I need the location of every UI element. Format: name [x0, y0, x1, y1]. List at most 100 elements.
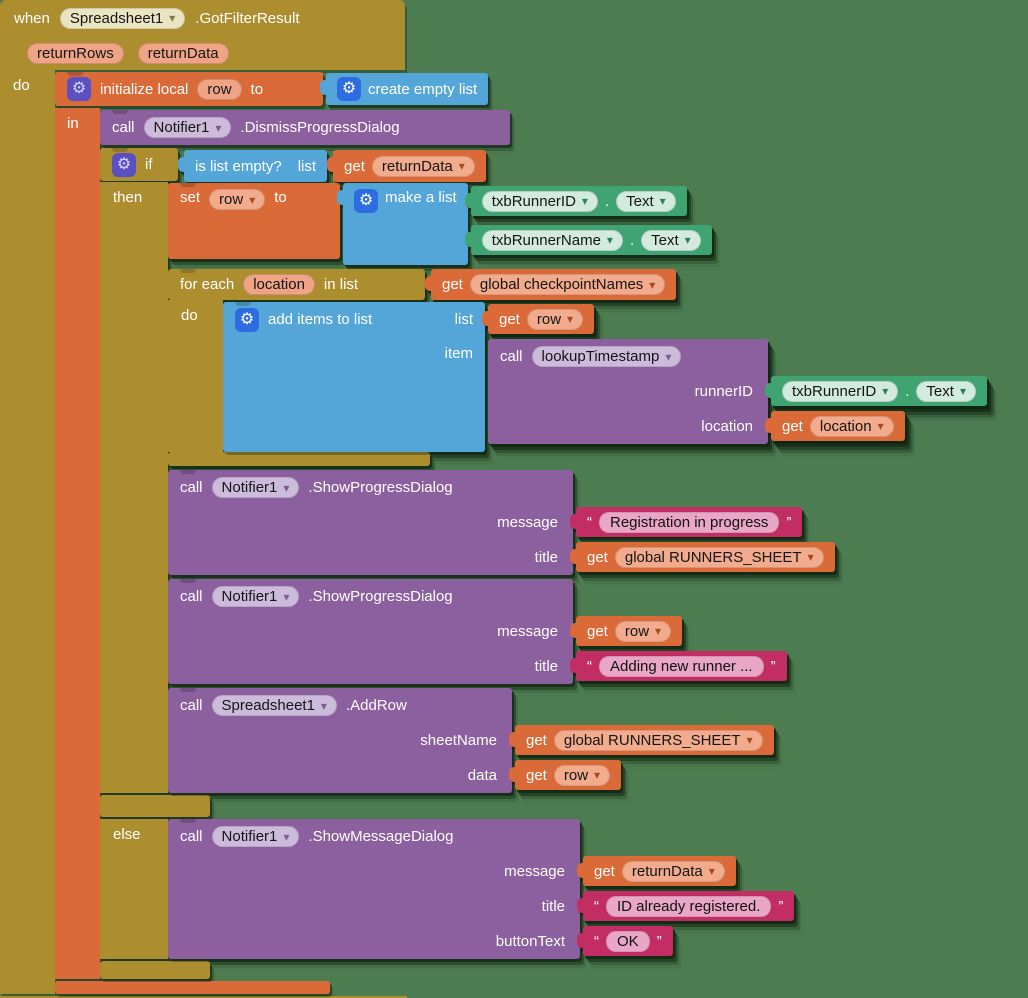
- set-row-block[interactable]: set row to make a list: [168, 183, 712, 265]
- get-row-block[interactable]: get row: [569, 616, 683, 646]
- var-dropdown-location[interactable]: location: [809, 415, 894, 437]
- message-param-label: message: [504, 863, 565, 880]
- property-dropdown-text[interactable]: Text: [641, 229, 701, 251]
- component-dropdown-notifier1[interactable]: Notifier1: [143, 117, 232, 138]
- component-dropdown-spreadsheet1[interactable]: Spreadsheet1: [211, 695, 337, 716]
- component-dropdown-notifier1[interactable]: Notifier1: [211, 826, 300, 847]
- var-dropdown-row[interactable]: row: [614, 620, 672, 642]
- make-a-list-block[interactable]: make a list: [337, 183, 468, 265]
- get-returnData-block[interactable]: get returnData: [577, 856, 736, 886]
- var-dropdown-global-runners-sheet[interactable]: global RUNNERS_SHEET: [614, 546, 824, 568]
- get-label: get: [587, 622, 608, 640]
- var-pill-row[interactable]: row: [197, 78, 242, 100]
- string-value[interactable]: ID already registered.: [606, 895, 772, 917]
- property-dropdown-text[interactable]: Text: [616, 190, 676, 212]
- get-global-runners-sheet-block[interactable]: get global RUNNERS_SHEET: [570, 542, 835, 572]
- is-list-empty-block[interactable]: is list empty? list: [177, 150, 328, 182]
- create-empty-list-block[interactable]: create empty list: [319, 73, 489, 105]
- txbRunnerID-Text-block[interactable]: txbRunnerID . Text: [464, 186, 687, 216]
- string-value[interactable]: OK: [606, 930, 650, 952]
- call-label: call: [180, 697, 203, 714]
- get-returnData-block[interactable]: get returnData: [327, 150, 486, 182]
- string-value[interactable]: Adding new runner ...: [599, 655, 764, 677]
- get-global-checkpointNames-block[interactable]: get global checkpointNames: [424, 269, 677, 300]
- if-block[interactable]: if is list empty? list get returnData: [100, 148, 987, 979]
- var-dropdown-returnData[interactable]: returnData: [621, 860, 725, 882]
- dot-separator: .: [905, 382, 910, 400]
- else-spine: else: [100, 819, 168, 959]
- var-dropdown-row[interactable]: row: [209, 189, 266, 210]
- txbRunnerID-Text-block[interactable]: txbRunnerID . Text: [765, 376, 987, 406]
- text-string-block[interactable]: “ OK ”: [577, 926, 673, 956]
- get-global-runners-sheet-block[interactable]: get global RUNNERS_SHEET: [509, 725, 774, 755]
- call-show-progress-dialog-1[interactable]: call Notifier1 .ShowProgressDialog: [168, 470, 835, 575]
- for-each-header: for each location in list: [168, 269, 425, 300]
- call-add-row-block[interactable]: call Spreadsheet1 .AddRow: [168, 688, 774, 793]
- call-show-progress-dialog-2[interactable]: call Notifier1 .ShowProgressDialog: [168, 579, 787, 684]
- string-value[interactable]: Registration in progress: [599, 511, 780, 533]
- component-dropdown-spreadsheet1[interactable]: Spreadsheet1: [59, 7, 186, 29]
- item-socket-cell: item: [223, 337, 485, 444]
- if-header: if: [100, 148, 178, 181]
- property-dropdown-text[interactable]: Text: [916, 380, 976, 402]
- close-quote: ”: [778, 897, 784, 915]
- var-dropdown-row[interactable]: row: [526, 308, 584, 330]
- call-dismiss-progress-dialog-block[interactable]: call Notifier1 .DismissProgressDialog: [100, 110, 510, 145]
- var-pill-location[interactable]: location: [243, 274, 315, 295]
- do-label: do: [13, 77, 30, 94]
- component-dropdown-txbRunnerID[interactable]: txbRunnerID: [481, 190, 598, 212]
- set-label: set: [180, 189, 201, 206]
- initialize-local-block[interactable]: initialize local row to create empty lis…: [55, 72, 987, 994]
- get-row-block[interactable]: get row: [481, 304, 595, 334]
- for-each-block[interactable]: for each location in list get global che…: [168, 269, 987, 466]
- open-quote: “: [594, 932, 599, 950]
- component-dropdown-notifier1[interactable]: Notifier1: [211, 477, 300, 498]
- close-quote: ”: [786, 513, 792, 531]
- event-params-row: returnRows returnData: [0, 36, 405, 70]
- mutator-gear-icon[interactable]: [354, 189, 378, 213]
- param-pill-returnRows[interactable]: returnRows: [27, 42, 124, 64]
- create-empty-list-label: create empty list: [368, 80, 478, 98]
- add-items-to-list-block[interactable]: add items to list list get row: [223, 302, 987, 452]
- text-string-block[interactable]: “ Adding new runner ... ”: [570, 651, 787, 681]
- mutator-gear-icon[interactable]: [112, 152, 136, 177]
- get-location-block[interactable]: get location: [765, 411, 905, 441]
- add-items-label: add items to list: [268, 311, 373, 328]
- get-row-block[interactable]: get row: [508, 760, 622, 790]
- message-param-label: message: [497, 623, 558, 640]
- call-label: call: [180, 828, 203, 845]
- message-param-label: message: [497, 514, 558, 531]
- add-items-bottom: [223, 444, 485, 452]
- method-name: .DismissProgressDialog: [240, 119, 400, 136]
- method-name: .AddRow: [345, 697, 407, 714]
- close-quote: ”: [656, 932, 662, 950]
- call-show-message-dialog-block[interactable]: call Notifier1 .ShowMessageDialog: [168, 819, 795, 959]
- var-dropdown-returnData[interactable]: returnData: [371, 155, 475, 177]
- var-dropdown-global-checkpointNames[interactable]: global checkpointNames: [469, 274, 666, 295]
- call-lookupTimestamp-block[interactable]: call lookupTimestamp: [488, 339, 987, 444]
- text-string-block[interactable]: “ ID already registered. ”: [576, 891, 795, 921]
- param-pill-returnData[interactable]: returnData: [137, 42, 229, 64]
- mutator-gear-icon[interactable]: [337, 77, 361, 101]
- list-socket-label: list: [454, 311, 473, 328]
- txbRunnerName-Text-block[interactable]: txbRunnerName . Text: [464, 225, 712, 255]
- procedure-dropdown-lookupTimestamp[interactable]: lookupTimestamp: [531, 346, 682, 367]
- for-each-label: for each: [180, 276, 235, 293]
- make-a-list-label: make a list: [385, 189, 457, 206]
- item-socket-label: item: [444, 345, 473, 362]
- title-param-label: title: [534, 549, 558, 566]
- var-dropdown-global-runners-sheet[interactable]: global RUNNERS_SHEET: [553, 729, 763, 751]
- mutator-gear-icon[interactable]: [67, 77, 91, 101]
- component-dropdown-txbRunnerID[interactable]: txbRunnerID: [782, 380, 899, 402]
- component-dropdown-txbRunnerName[interactable]: txbRunnerName: [481, 229, 623, 251]
- for-each-bottom: [168, 452, 430, 466]
- call-label: call: [180, 479, 203, 496]
- var-dropdown-row[interactable]: row: [553, 764, 611, 786]
- mutator-gear-icon[interactable]: [235, 307, 259, 332]
- get-label: get: [442, 276, 463, 293]
- component-dropdown-notifier1[interactable]: Notifier1: [211, 586, 300, 607]
- initialize-local-header: initialize local row to: [55, 72, 323, 106]
- text-string-block[interactable]: “ Registration in progress ”: [569, 507, 803, 537]
